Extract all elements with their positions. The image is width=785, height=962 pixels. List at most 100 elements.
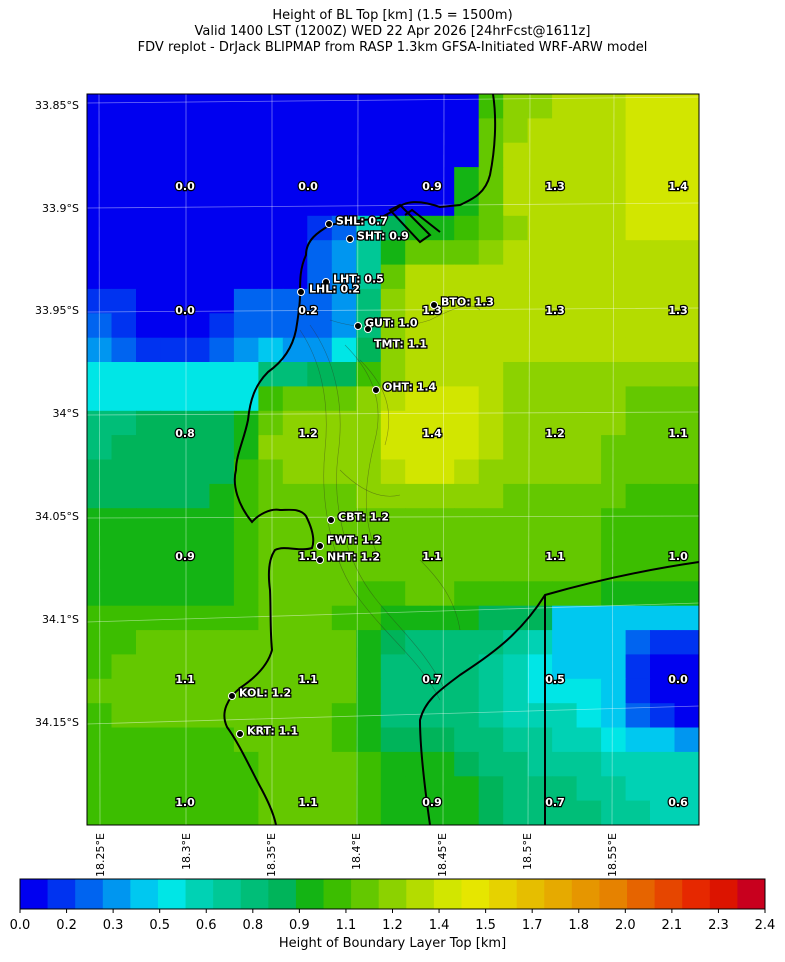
station-label: SHL: 0.7 [336,215,388,228]
grid-value-label: 0.9 [422,796,442,809]
field-cell [650,605,676,631]
field-cell [674,435,699,461]
field-cell [258,362,284,387]
field-cell [87,94,113,119]
field-cell [331,264,357,290]
field-cell [576,751,602,777]
field-cell [87,654,113,680]
field-cell [307,118,333,144]
field-cell [87,118,113,144]
field-cell [454,215,480,241]
field-cell [307,483,333,509]
field-cell [209,532,235,558]
field-cell [87,459,113,485]
field-cell [478,630,504,656]
field-cell [209,167,235,193]
field-cell [184,386,210,412]
field-cell [478,337,504,363]
field-cell [625,727,651,753]
field-cell [380,678,406,704]
field-cell [429,654,455,680]
field-cell [527,508,553,534]
field-cell [160,459,186,485]
grid-value-label: 1.3 [545,180,565,193]
colorbar-segment [654,879,683,909]
colorbar-tick-label: 1.7 [522,918,543,933]
field-cell [136,654,162,680]
field-cell [111,288,137,314]
colorbar-segment [75,879,104,909]
field-cell [503,703,529,729]
field-cell [233,703,259,729]
field-cell [209,386,235,412]
field-cell [160,630,186,656]
field-cell [209,94,235,119]
colorbar-segment [213,879,242,909]
grid-value-label: 1.4 [422,427,442,440]
station-label: LHT: 0.5 [333,273,384,286]
field-cell [625,557,651,582]
field-cell [233,751,259,777]
colorbar-segment [47,879,76,909]
field-cell [527,532,553,558]
field-cell [601,654,627,680]
field-cell [454,630,480,656]
field-cell [184,215,210,241]
field-cell [160,313,186,339]
field-cell [527,776,553,802]
field-cell [503,435,529,461]
field-cell [576,191,602,217]
field-cell [184,751,210,777]
grid-value-label: 1.2 [298,427,318,440]
field-cell [405,678,431,704]
station-marker [228,692,236,700]
field-cell [552,240,578,266]
field-cell [552,703,578,729]
field-cell [160,776,186,802]
field-cell [356,459,382,485]
field-cell [307,678,333,704]
field-cell [209,703,235,729]
field-cell [136,557,162,582]
field-cell [356,508,382,534]
field-cell [111,337,137,363]
field-cell [601,459,627,485]
field-cell [184,435,210,461]
field-cell [503,557,529,582]
field-cell [282,508,308,534]
colorbar-segment [378,879,407,909]
field-cell [136,386,162,412]
field-cell [282,630,308,656]
field-cell [503,727,529,753]
field-cell [331,605,357,631]
field-cell [184,630,210,656]
field-cell [282,264,308,290]
colorbar-label: Height of Boundary Layer Top [km] [278,936,507,951]
field-cell [111,191,137,217]
grid-value-label: 0.7 [545,796,565,809]
field-cell [307,776,333,802]
field-cell [527,459,553,485]
field-cell [674,800,699,825]
field-cell [111,459,137,485]
field-cell [674,337,699,363]
field-cell [282,215,308,241]
field-cell [650,459,676,485]
field-cell [503,94,529,119]
field-cell [552,508,578,534]
colorbar-tick-label: 2.0 [615,918,636,933]
field-cell [601,410,627,436]
field-cell [405,167,431,193]
field-cell [233,605,259,631]
field-cell [454,240,480,266]
field-cell [478,264,504,290]
field-cell [576,654,602,680]
field-cell [429,532,455,558]
field-cell [258,800,284,825]
field-cell [552,386,578,412]
field-cell [307,215,333,241]
longitude-axis: 18.25°E 18.3°E 18.35°E 18.4°E 18.45°E 18.5°E 1… [94,833,619,877]
field-cell [674,654,699,680]
field-cell [209,142,235,168]
field-cell [454,191,480,217]
